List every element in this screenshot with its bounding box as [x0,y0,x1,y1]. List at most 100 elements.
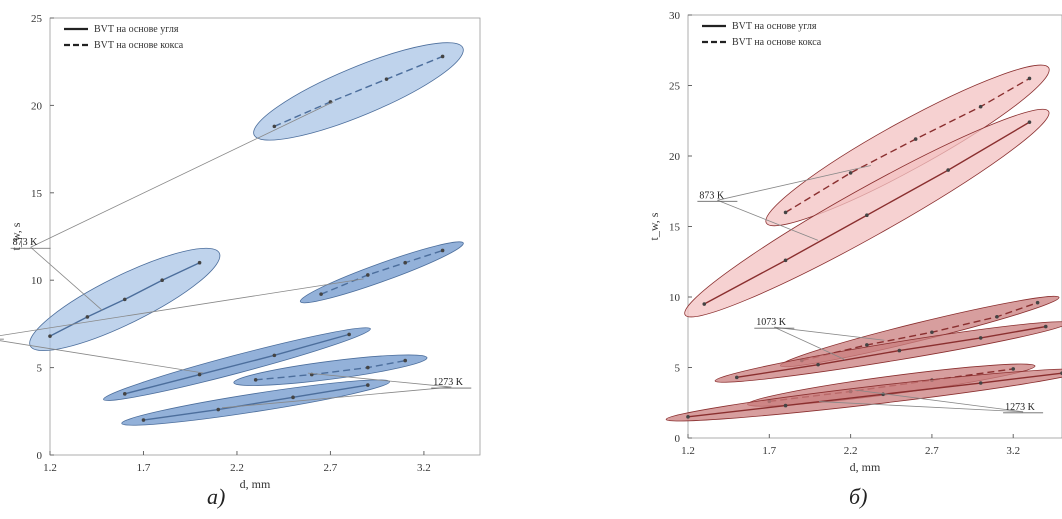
data-point [403,358,408,363]
data-point [122,392,127,396]
data-point [783,403,788,408]
data-point [440,54,445,59]
y-tick-label: 15 [669,222,681,234]
data-point [1027,76,1032,81]
data-point [216,407,221,412]
series-group [29,247,221,351]
series-ellipse [253,42,464,141]
chart-b-svg: 1.2 1.7 2.2 2.7 3.2 0 5 10 15 20 25 30 d, mm t_w, s 87… [647,10,1062,474]
data-point [403,260,408,265]
plot-frame [49,17,481,456]
data-point [1011,367,1016,371]
legend-entry: BVT на основе кокса [94,40,184,51]
data-point [122,297,127,302]
annotation-label: 873 K [699,190,725,201]
chart-panel-a: 1.2 1.7 2.2 2.7 3.2 0 5 10 15 20 25 d, mm t_w, s 873 … [0,13,481,509]
data-point [978,104,983,109]
x-tick-label: 3.2 [417,462,431,474]
y-axis-title: t_w, s [647,212,661,240]
series-line [320,249,443,295]
data-point [319,292,323,296]
panel-b-label: б) [849,484,868,509]
annotation-leader [774,326,885,341]
annotation-leader [30,101,334,248]
series-line [255,359,406,381]
series-ellipse [299,241,464,304]
data-point [85,315,90,319]
data-point [881,392,885,397]
data-point [734,375,739,380]
data-point [897,348,902,353]
x-tick-label: 1.2 [43,462,57,474]
series-group [714,321,1062,383]
annotation-leader [818,401,1024,413]
data-point [366,365,370,370]
data-point [197,372,202,377]
series-group [233,354,428,386]
data-point [702,302,707,306]
y-tick-label: 25 [669,81,681,93]
legend-entry: BVT на основе угля [94,24,179,35]
data-point [272,353,277,358]
y-tick-label: 10 [31,275,43,287]
annotation-leader [717,165,872,201]
x-tick-label: 3.2 [1006,445,1020,457]
x-tick-label: 2.2 [844,445,858,457]
annotation-label: 1073 K [756,317,787,328]
annotation-leader [854,389,1024,413]
annotation-leader [30,246,103,311]
data-point [995,314,999,319]
data-point [930,330,934,335]
x-axis-title: d, mm [850,460,881,474]
annotation-label: 873 K [13,237,39,248]
data-point [1043,324,1048,329]
x-tick-label: 1.7 [762,445,776,457]
y-tick-label: 5 [37,363,43,375]
y-tick-label: 15 [31,188,43,200]
y-axis-title: t_w, s [9,222,23,250]
chart-a-svg: 1.2 1.7 2.2 2.7 3.2 0 5 10 15 20 25 d, mm t_w, s873 … [0,13,481,491]
data-point [197,260,202,265]
series-group [121,379,390,426]
panel-a-label: a) [207,484,226,509]
y-tick-label: 0 [37,450,43,462]
annotation-leader [0,340,204,374]
data-point [848,171,853,175]
annotation-leader [774,326,846,360]
data-point [783,258,788,263]
y-tick-label: 10 [669,292,681,304]
data-point [946,168,950,172]
data-point [48,334,52,338]
data-point [141,418,146,422]
series-group [253,42,464,141]
annotation-leader [307,372,452,388]
y-tick-label: 20 [31,100,43,112]
annotation-leader [221,386,452,409]
data-point [783,210,788,215]
data-point [865,343,869,347]
data-point [366,383,370,387]
x-tick-label: 1.2 [681,445,695,457]
series-ellipse [684,108,1050,318]
y-tick-label: 25 [31,13,43,25]
annotation-label: 1273 K [433,377,464,388]
series-group [103,327,371,401]
data-point [1027,120,1032,124]
data-point [913,137,918,141]
annotation-leader [717,199,819,241]
data-point [816,362,820,367]
data-point [978,336,983,340]
series-line [274,55,443,128]
chart-panel-b: 1.2 1.7 2.2 2.7 3.2 0 5 10 15 20 25 30 d, mm t_w, s 87… [531,0,1062,519]
x-axis-title: d, mm [240,477,271,491]
x-tick-label: 1.7 [137,462,151,474]
data-point [865,213,869,218]
data-point [686,415,690,419]
series-group [299,241,464,304]
series-line [124,333,350,395]
x-tick-label: 2.7 [324,462,338,474]
x-tick-label: 2.2 [230,462,244,474]
annotation-leader [0,278,364,337]
series-group [684,108,1050,318]
data-point [978,381,983,385]
